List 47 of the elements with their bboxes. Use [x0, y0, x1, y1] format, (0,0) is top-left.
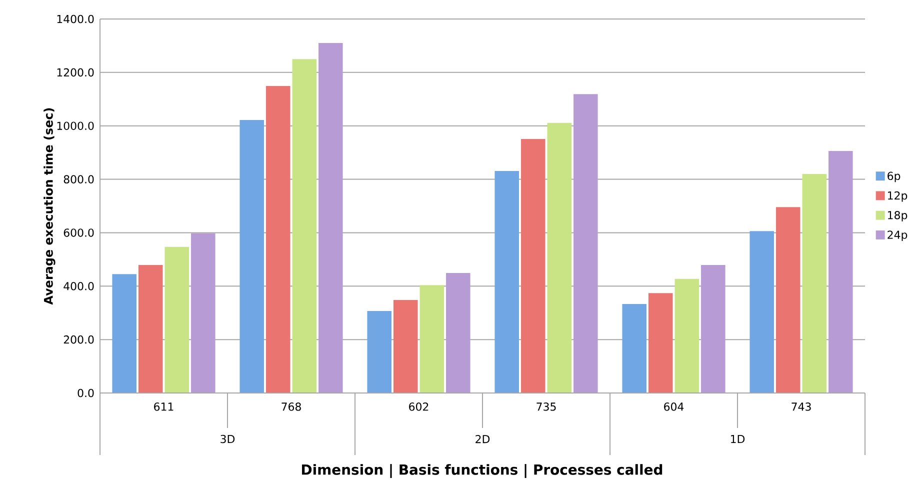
legend-label: 24p: [888, 230, 908, 242]
y-tick-label: 1200.0: [57, 68, 94, 77]
bar: [574, 94, 598, 393]
bar: [420, 285, 444, 393]
bar: [446, 273, 470, 393]
bar: [802, 174, 827, 393]
x-tick-label: 604: [664, 402, 684, 411]
x-tick-label: 735: [536, 402, 556, 411]
bar: [520, 138, 546, 393]
bar: [828, 150, 853, 393]
bar: [292, 59, 317, 393]
x-tick-label: 768: [282, 402, 301, 411]
y-tick-label: 400.0: [64, 282, 94, 290]
legend-label: 12p: [888, 191, 908, 202]
bar: [318, 43, 343, 393]
bar: [164, 246, 190, 393]
bar: [191, 233, 216, 393]
y-tick-label: 600.0: [64, 228, 94, 237]
legend-label: 18p: [888, 211, 908, 222]
text: 1D: [731, 435, 745, 443]
x-tick-label: 743: [792, 402, 811, 411]
y-tick-label: 800.0: [64, 175, 94, 184]
bar: [701, 265, 726, 393]
bar: [240, 120, 264, 393]
bar: [547, 122, 572, 393]
x-axis-title: Dimension | Basis functions | Processes called: [302, 464, 662, 478]
legend-label: 6p: [888, 172, 900, 182]
text: 2D: [476, 434, 490, 444]
bar: [622, 304, 646, 393]
y-tick-label: 0.0: [78, 388, 94, 398]
text: 3D: [220, 434, 235, 444]
bar: [750, 231, 774, 393]
y-tick-label: 1000.0: [57, 122, 94, 130]
y-axis-title: Average execution time (sec): [44, 108, 56, 305]
bar: [112, 274, 136, 393]
bar: [393, 300, 418, 393]
bar: [266, 86, 290, 393]
x-tick-label: 611: [154, 402, 174, 411]
bar: [138, 265, 163, 393]
x-tick-label: 602: [409, 402, 428, 411]
bar: [674, 278, 700, 393]
y-tick-label: 200.0: [64, 335, 94, 344]
bar: [367, 310, 392, 393]
bar: [776, 207, 800, 393]
bar: [648, 293, 673, 393]
y-tick-label: 1400.0: [57, 14, 94, 24]
bar: [494, 171, 519, 393]
